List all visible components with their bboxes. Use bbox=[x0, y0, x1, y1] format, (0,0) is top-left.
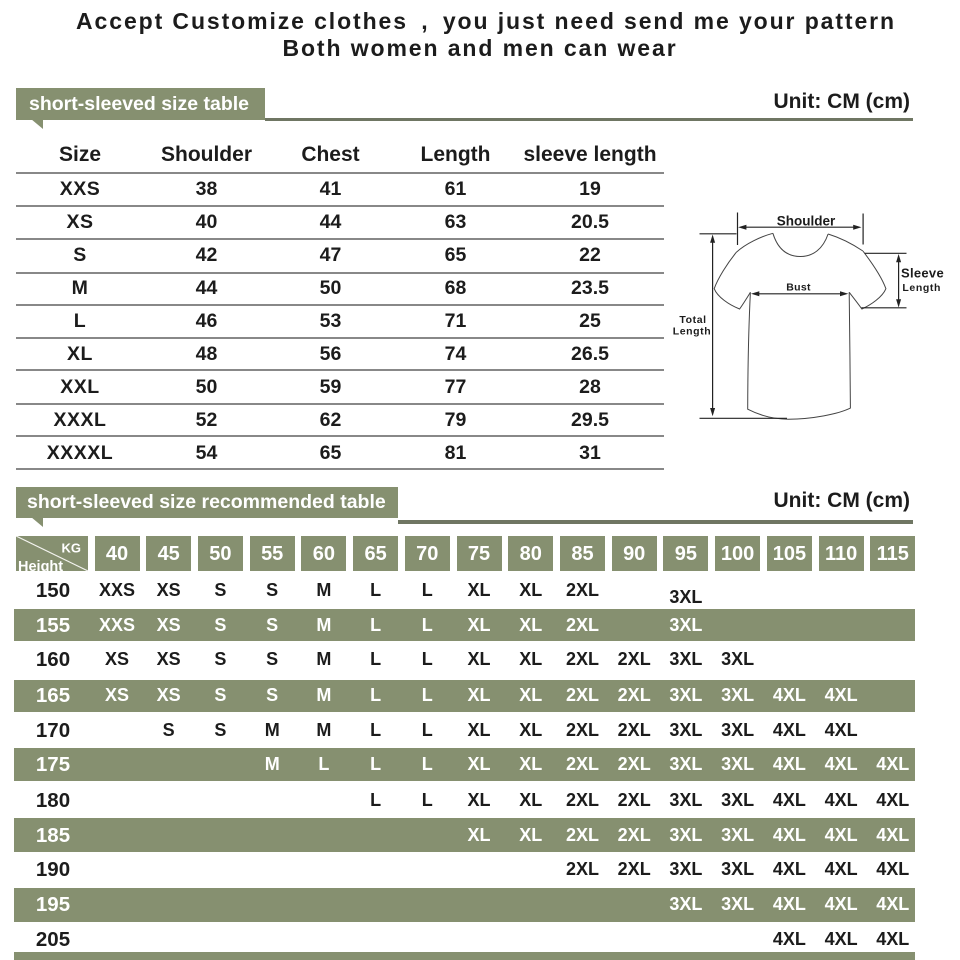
svg-text:Height: Height bbox=[18, 559, 63, 574]
svg-text:Bust: Bust bbox=[786, 282, 811, 294]
svg-text:KG: KG bbox=[62, 541, 82, 556]
svg-text:Length: Length bbox=[673, 326, 712, 338]
svg-text:Length: Length bbox=[902, 282, 941, 294]
svg-text:Total: Total bbox=[679, 314, 706, 326]
svg-text:Shoulder: Shoulder bbox=[777, 213, 836, 228]
svg-text:Sleeve: Sleeve bbox=[901, 266, 944, 281]
